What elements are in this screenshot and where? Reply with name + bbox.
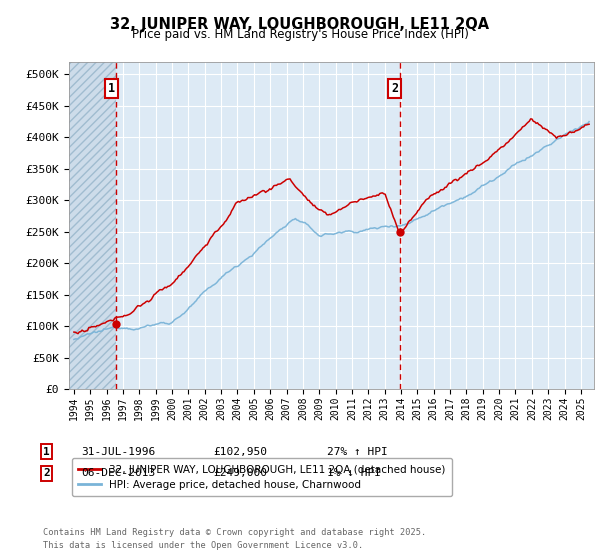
Text: £249,000: £249,000	[213, 468, 267, 478]
Text: 2: 2	[43, 468, 50, 478]
Text: 2: 2	[391, 82, 398, 95]
Legend: 32, JUNIPER WAY, LOUGHBOROUGH, LE11 2QA (detached house), HPI: Average price, de: 32, JUNIPER WAY, LOUGHBOROUGH, LE11 2QA …	[71, 458, 452, 496]
Text: 31-JUL-1996: 31-JUL-1996	[81, 447, 155, 457]
Bar	[69, 62, 116, 389]
Text: 1: 1	[107, 82, 115, 95]
Text: Contains HM Land Registry data © Crown copyright and database right 2025.
This d: Contains HM Land Registry data © Crown c…	[43, 529, 427, 550]
Text: Price paid vs. HM Land Registry's House Price Index (HPI): Price paid vs. HM Land Registry's House …	[131, 28, 469, 41]
Text: 1: 1	[43, 447, 50, 457]
Text: £102,950: £102,950	[213, 447, 267, 457]
Text: 1% ↓ HPI: 1% ↓ HPI	[327, 468, 381, 478]
Text: 27% ↑ HPI: 27% ↑ HPI	[327, 447, 388, 457]
Text: 06-DEC-2013: 06-DEC-2013	[81, 468, 155, 478]
Text: 32, JUNIPER WAY, LOUGHBOROUGH, LE11 2QA: 32, JUNIPER WAY, LOUGHBOROUGH, LE11 2QA	[110, 17, 490, 32]
